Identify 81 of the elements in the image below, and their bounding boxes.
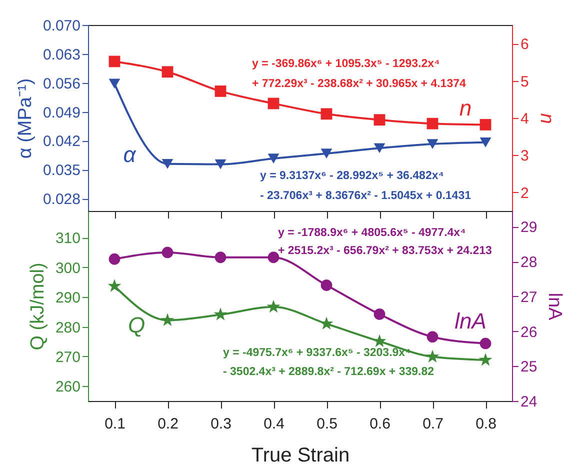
- y-tick-label: 0.056: [42, 75, 80, 92]
- point: [374, 114, 386, 126]
- point: [214, 252, 226, 264]
- point: [478, 352, 492, 366]
- y-tick-label: 0.070: [42, 18, 80, 34]
- y-tick-label: 260: [55, 378, 80, 396]
- point: [108, 279, 122, 292]
- point: [108, 56, 120, 68]
- y-axis-title: Q (kJ/mol): [27, 262, 48, 350]
- y2-tick-label: 6: [520, 36, 529, 54]
- annotation: + 772.29x³ - 238.68x² + 30.965x + 4.1374: [252, 78, 466, 90]
- annotation: y = -1788.9x⁶ + 4805.6x⁵ - 4977.4x⁴: [278, 227, 466, 239]
- y2-tick-label: 2: [520, 184, 529, 202]
- point: [214, 86, 226, 97]
- annotation: y = 9.3137x⁶ - 28.992x⁵ + 36.482x⁴: [260, 170, 444, 182]
- y-tick-label: 0.042: [42, 133, 80, 150]
- x-axis-title: True Strain: [251, 444, 350, 464]
- point: [162, 158, 174, 169]
- y-tick-label: 300: [55, 260, 80, 277]
- x-tick-label: 0.8: [476, 416, 496, 432]
- point: [426, 331, 438, 343]
- y2-tick-label: 24: [520, 394, 538, 410]
- point: [374, 143, 386, 154]
- point: [426, 118, 438, 130]
- y-tick-label: 270: [55, 348, 80, 366]
- annotation: y = -369.86x⁶ + 1095.3x⁵ - 1293.2x⁴: [252, 58, 440, 70]
- point: [214, 159, 226, 170]
- y2-axis-title: lnA: [544, 292, 566, 321]
- x-tick-label: 0.1: [104, 416, 126, 432]
- point: [320, 280, 332, 291]
- y-axis-title: α (MPa⁻¹): [14, 78, 36, 159]
- point: [108, 78, 120, 89]
- point: [160, 313, 174, 326]
- y2-tick-label: 27: [520, 288, 538, 306]
- x-tick-label: 0.3: [210, 416, 232, 432]
- y2-axis-title: n: [536, 113, 557, 124]
- point: [320, 108, 332, 120]
- annotation: - 23.706x³ + 8.3676x² - 1.5045x + 0.1431: [260, 190, 472, 202]
- point: [372, 334, 386, 348]
- point: [320, 316, 334, 330]
- x-tick-label: 0.7: [422, 416, 444, 432]
- point: [162, 246, 174, 258]
- y2-tick-label: 5: [520, 73, 529, 90]
- point: [162, 66, 174, 78]
- x-tick-label: 0.4: [264, 416, 284, 432]
- x-tick-label: 0.6: [370, 416, 390, 432]
- y2-tick-label: 26: [520, 324, 538, 341]
- series-label: lnA: [454, 308, 486, 334]
- y2-tick-label: 3: [520, 148, 529, 165]
- x-tick-label: 0.5: [316, 416, 338, 432]
- y-tick-label: 0.035: [42, 162, 80, 180]
- point: [480, 338, 492, 350]
- annotation: - 3502.4x³ + 2889.8x² - 712.69x + 339.82: [223, 366, 434, 378]
- series-label: n: [459, 96, 472, 121]
- series-label: α: [123, 142, 138, 167]
- point: [480, 118, 492, 130]
- x-tick-label: 0.2: [158, 416, 178, 432]
- y2-tick-label: 25: [520, 358, 538, 376]
- point: [214, 308, 228, 320]
- point: [320, 148, 332, 158]
- point: [374, 308, 386, 320]
- point: [426, 350, 440, 362]
- y-tick-label: 0.028: [42, 191, 80, 208]
- point: [480, 137, 492, 148]
- y-tick-label: 310: [55, 230, 80, 248]
- y-tick-label: 290: [55, 290, 80, 307]
- y-tick-label: 0.049: [42, 104, 80, 122]
- y2-tick-label: 4: [520, 110, 529, 128]
- point: [426, 139, 438, 149]
- annotation: + 2515.2x³ - 656.79x² + 83.753x + 24.213: [278, 245, 492, 257]
- y-tick-label: 0.063: [42, 46, 80, 64]
- point: [108, 253, 120, 265]
- series-label: Q: [128, 312, 146, 338]
- point: [268, 154, 280, 164]
- point: [268, 252, 280, 264]
- y2-tick-label: 28: [520, 254, 538, 272]
- y2-tick-label: 29: [520, 219, 538, 236]
- point: [266, 300, 280, 313]
- annotation: y = -4975.7x⁶ + 9337.6x⁵ - 3203.9x⁴: [223, 347, 412, 359]
- y-tick-label: 280: [55, 319, 80, 336]
- point: [268, 98, 280, 110]
